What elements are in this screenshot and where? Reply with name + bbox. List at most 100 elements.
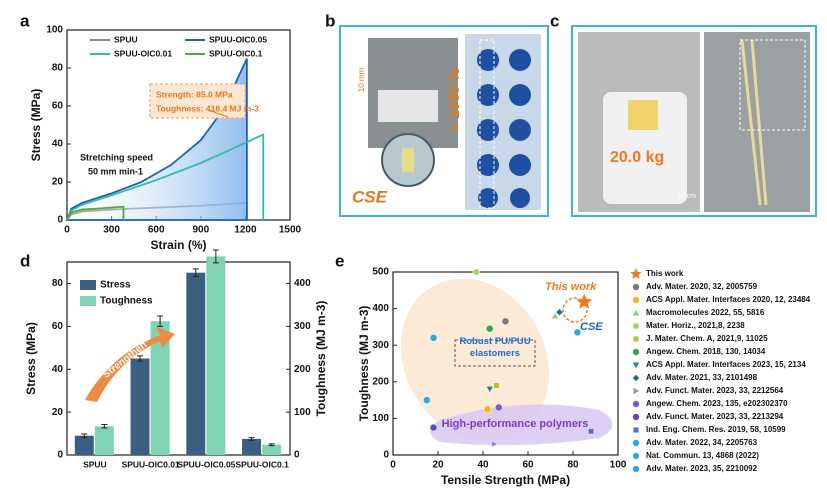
x-tick-label: 60 <box>522 460 534 471</box>
annotation: High-performance polymers <box>442 418 589 430</box>
legend-label: ACS Appl. Mater. Interfaces 2020, 12, 23… <box>646 295 811 304</box>
y2-axis-label: Toughness (MJ m-3) <box>314 301 328 417</box>
legend-label: This work <box>646 269 684 278</box>
bar <box>262 444 282 455</box>
y-tick-label: 300 <box>372 340 389 351</box>
bar <box>242 438 262 455</box>
legend-label: Macromolecules 2022, 55, 5816 <box>646 308 765 317</box>
y2-tick-label: 100 <box>294 407 311 418</box>
legend-marker <box>632 296 640 304</box>
plot-frame <box>66 261 291 456</box>
y-tick-label: 80 <box>52 63 64 74</box>
y-tick-label: 60 <box>52 101 64 112</box>
data-point <box>429 334 438 342</box>
legend-label: Angew. Chem. 2018, 130, 14034 <box>646 347 766 356</box>
legend-label: Adv. Mater. 2020, 32, 2005759 <box>646 282 758 291</box>
legend-label: Adv. Funct. Mater. 2023, 33, 2212564 <box>646 386 784 395</box>
x-tick-label: 1500 <box>279 225 302 236</box>
y-tick-label: 40 <box>52 139 64 150</box>
x-tick-label: 300 <box>103 225 120 236</box>
x-tick-label: 40 <box>477 460 489 471</box>
data-point <box>491 440 499 448</box>
annotation: Toughness: 418.4 MJ m-3 <box>156 103 259 113</box>
annotation-arrow <box>207 109 229 118</box>
data-point <box>573 328 582 337</box>
data-point <box>495 403 503 412</box>
annotation: 50 mm min-1 <box>88 166 143 176</box>
legend-label: J. Mater. Chem. A, 2021,9, 11025 <box>646 334 768 343</box>
legend-marker <box>633 336 639 342</box>
y-tick-label: 400 <box>372 303 389 314</box>
legend-swatch <box>80 296 96 306</box>
photo-panel-c: 20.0 kg 10 cm <box>571 25 817 217</box>
error-bar <box>101 424 108 429</box>
legend-marker <box>633 427 639 433</box>
data-point <box>429 423 438 432</box>
legend-label: Mater. Horiz., 2021,8, 2238 <box>646 321 745 330</box>
legend-label: ACS Appl. Mater. Interfaces 2023, 15, 21… <box>646 360 806 369</box>
weight-label: 20.0 kg <box>610 149 664 166</box>
region-robust <box>400 278 550 442</box>
x-tick-label: SPUU-OIC0.05 <box>177 459 235 469</box>
legend-label: SPUU-OIC0.1 <box>209 48 263 58</box>
y-tick-label: 100 <box>46 25 63 36</box>
x-tick-label: 0 <box>390 460 396 471</box>
error-bar <box>212 249 219 264</box>
annotation: Stretching speed <box>80 152 153 162</box>
y-axis-label: Stress (MPa) <box>24 322 38 395</box>
plot-frame <box>392 271 619 456</box>
annotation: Robust PU/PUU elastomers <box>459 336 530 359</box>
legend-label: Adv. Mater. 2022, 34, 2205763 <box>646 438 758 447</box>
legend-marker <box>630 268 642 279</box>
data-point <box>555 308 564 317</box>
annotation-box <box>149 83 246 119</box>
legend-marker <box>632 452 640 460</box>
data-point <box>551 311 559 319</box>
data-point <box>483 405 492 413</box>
bar <box>130 358 150 455</box>
y-tick-label: 20 <box>52 177 64 188</box>
legend-marker <box>632 283 640 291</box>
bar <box>74 435 94 455</box>
data-point <box>493 382 500 389</box>
y2-tick-label: 0 <box>294 450 300 461</box>
legend-label: Toughness <box>100 296 153 307</box>
annotation: CSE <box>580 321 603 333</box>
legend-label: SPUU <box>114 34 138 44</box>
legend-label: Stress <box>100 280 131 291</box>
y-tick-label: 0 <box>57 450 63 461</box>
y-tick-label: 500 <box>372 267 389 278</box>
scale-label: 10 mm <box>357 67 366 92</box>
legend-label: Adv. Funct. Mater. 2023, 33, 2213294 <box>646 412 784 421</box>
legend-label: Ind. Eng. Chem. Res. 2019, 58, 10599 <box>646 425 786 434</box>
legend-marker <box>632 309 640 316</box>
y-tick-label: 80 <box>52 278 64 289</box>
scale-label: 10 cm <box>677 193 696 200</box>
error-bar <box>192 268 199 278</box>
y-axis-label: Stress (MPa) <box>29 89 43 162</box>
bar <box>186 272 206 455</box>
data-point <box>587 428 595 435</box>
region-high-performance <box>430 404 613 446</box>
y-tick-label: 0 <box>383 450 389 461</box>
legend-marker <box>632 465 640 473</box>
x-tick-label: 600 <box>148 225 165 236</box>
elongation-label: > 1000 % <box>446 68 463 132</box>
panel-letter: a <box>20 11 30 30</box>
legend-label: Adv. Mater. 2023, 35, 2210092 <box>646 464 758 473</box>
legend-label: SPUU-OIC0.01 <box>114 48 172 58</box>
x-tick-label: 0 <box>64 225 70 236</box>
series-line <box>66 133 265 221</box>
x-tick-label: SPUU <box>83 459 107 469</box>
panel-letter: d <box>20 251 30 270</box>
x-axis-label: Tensile Strength (MPa) <box>441 473 570 487</box>
legend-marker <box>632 374 640 382</box>
legend-marker <box>632 323 640 329</box>
legend-label: Angew. Chem. 2023, 135, e202302370 <box>646 399 788 408</box>
label-box <box>454 339 536 367</box>
trend-arrow <box>85 327 175 402</box>
bar <box>206 256 226 455</box>
panel-letter: c <box>550 11 559 30</box>
x-axis-label: Strain (%) <box>150 238 206 252</box>
